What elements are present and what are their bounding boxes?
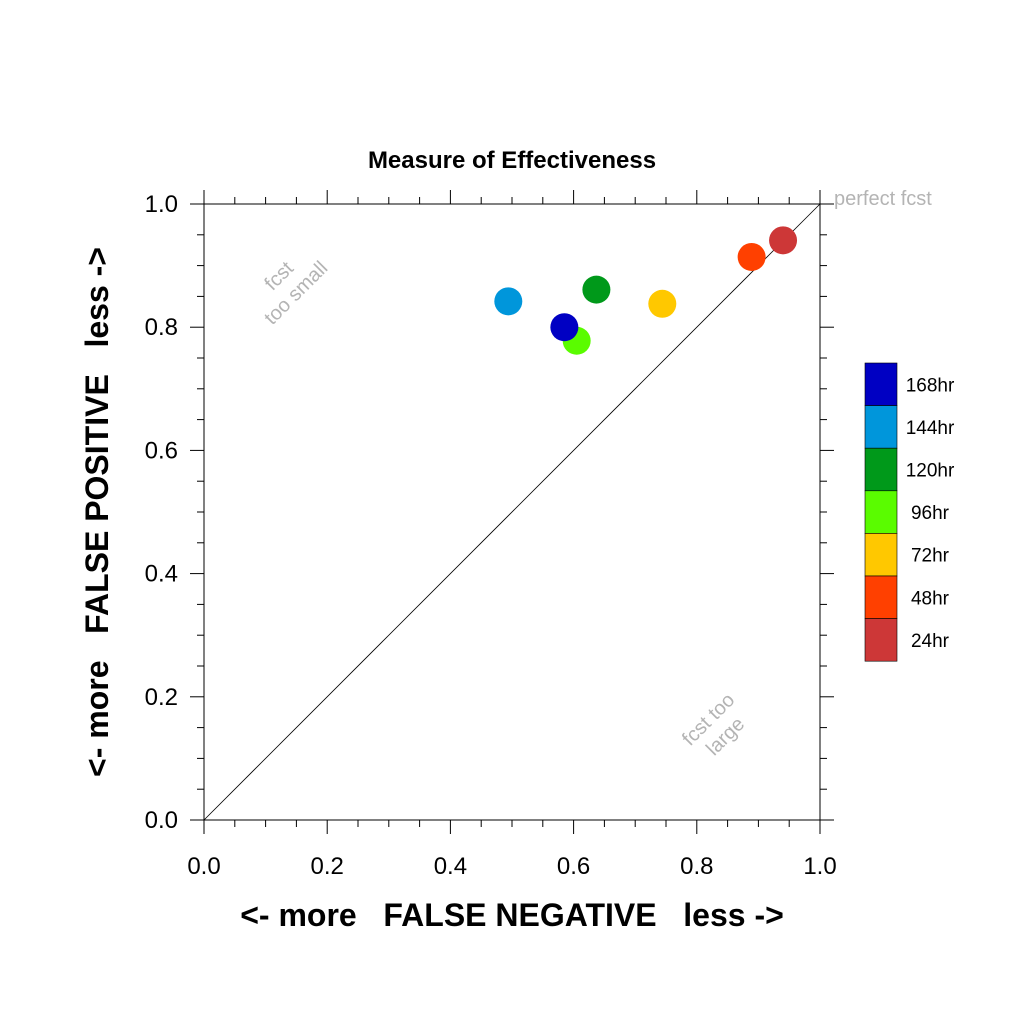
x-tick-label: 0.0: [187, 853, 220, 880]
x-tick-label: 0.4: [434, 853, 467, 880]
chart-title: Measure of Effectiveness: [368, 147, 656, 174]
y-tick-label: 1.0: [145, 191, 178, 218]
data-points: [494, 226, 798, 355]
x-tick-label: 0.2: [311, 853, 344, 880]
y-tick-label: 0.6: [145, 437, 178, 464]
legend-swatch-72hr: [864, 533, 898, 577]
data-point-24hr: [769, 226, 798, 255]
legend-swatch-168hr: [864, 362, 898, 406]
legend-label-168hr: 168hr: [906, 375, 955, 396]
legend-label-96hr: 96hr: [911, 503, 950, 524]
data-point-48hr: [737, 242, 766, 271]
x-tick-label: 1.0: [803, 853, 836, 880]
legend-swatch-48hr: [864, 575, 898, 619]
plot-frame: 0.0 0.2 0.4 0.6 0.8 1.0 0.0 0.2 0.4 0.6 0.8 1.0: [145, 190, 837, 880]
perfect-forecast-diagonal: [203, 203, 821, 821]
legend-swatch-24hr: [864, 618, 898, 662]
legend-swatch-120hr: [864, 447, 898, 492]
legend-swatch-96hr: [864, 490, 898, 534]
perfect-fcst-annotation: perfect fcst: [834, 188, 932, 210]
y-tick-label: 0.4: [145, 561, 178, 588]
x-tick-label: 0.8: [680, 853, 713, 880]
x-axis-label: <- more FALSE NEGATIVE less ->: [240, 897, 784, 933]
y-tick-label: 0.0: [145, 807, 178, 834]
legend-label-144hr: 144hr: [906, 418, 955, 439]
y-tick-label: 0.2: [145, 684, 178, 711]
legend-swatch-144hr: [864, 405, 898, 449]
legend: 168hr 144hr 120hr 96hr 72hr 48hr 24hr: [864, 362, 955, 662]
x-tick-label: 0.6: [557, 853, 590, 880]
legend-label-72hr: 72hr: [911, 546, 950, 567]
data-point-72hr: [648, 289, 677, 318]
data-point-168hr: [550, 313, 579, 342]
y-axis-label: <- more FALSE POSITIVE less ->: [79, 247, 115, 777]
legend-label-24hr: 24hr: [911, 631, 950, 652]
data-point-144hr: [494, 287, 523, 316]
data-point-120hr: [582, 275, 611, 304]
y-tick-label: 0.8: [145, 314, 178, 341]
annotations: perfect fcst fcst too small fcst too lar…: [260, 188, 932, 760]
legend-label-48hr: 48hr: [911, 588, 950, 609]
legend-label-120hr: 120hr: [906, 461, 955, 482]
